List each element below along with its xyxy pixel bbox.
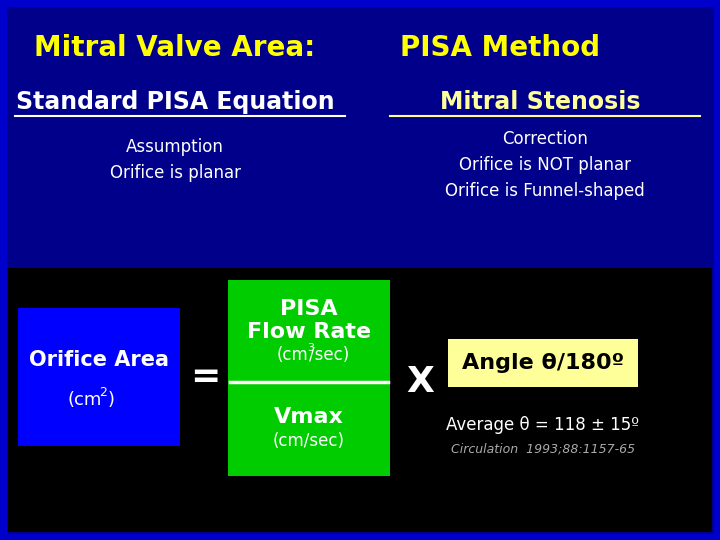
Text: 2: 2 [99, 387, 107, 400]
Text: ): ) [107, 391, 114, 409]
Bar [8, 268, 712, 532]
Bar [228, 280, 390, 476]
Bar [448, 339, 638, 387]
Text: PISA Method: PISA Method [400, 34, 600, 62]
Text: /sec): /sec) [309, 346, 349, 364]
Text: (cm: (cm [277, 346, 309, 364]
Text: (cm: (cm [68, 391, 102, 409]
Text: Orifice Area: Orifice Area [29, 350, 169, 370]
Text: Vmax: Vmax [274, 407, 344, 427]
Text: Angle θ/180º: Angle θ/180º [462, 353, 624, 373]
Text: Assumption
Orifice is planar: Assumption Orifice is planar [109, 138, 240, 182]
Text: Correction
Orifice is NOT planar
Orifice is Funnel-shaped: Correction Orifice is NOT planar Orifice… [445, 130, 645, 200]
Text: Mitral Valve Area:: Mitral Valve Area: [35, 34, 315, 62]
Text: X: X [406, 365, 434, 399]
Text: (cm/sec): (cm/sec) [273, 432, 345, 450]
Text: Mitral Stenosis: Mitral Stenosis [440, 90, 640, 114]
Text: Circulation  1993;88:1157-65: Circulation 1993;88:1157-65 [451, 442, 635, 455]
Text: Standard PISA Equation: Standard PISA Equation [16, 90, 334, 114]
Bar [18, 308, 180, 446]
Text: Average θ = 118 ± 15º: Average θ = 118 ± 15º [446, 416, 639, 434]
Text: Flow Rate: Flow Rate [247, 322, 371, 342]
Text: PISA: PISA [280, 299, 338, 319]
Text: 3: 3 [307, 343, 315, 353]
Text: =: = [190, 360, 220, 394]
